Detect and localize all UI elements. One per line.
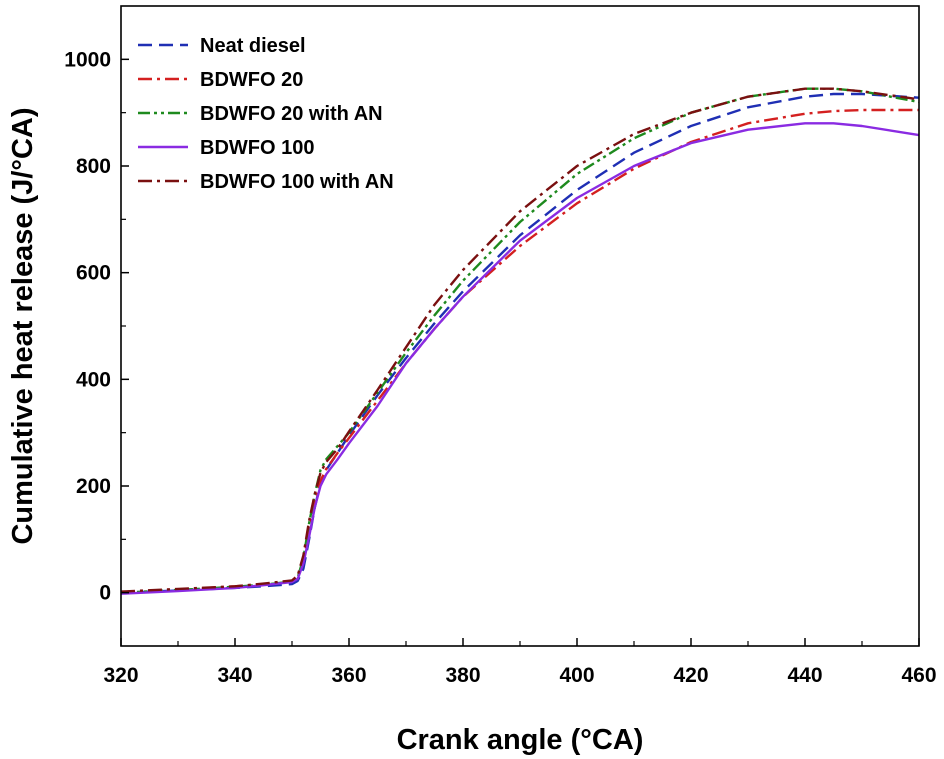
- y-axis-title: Cumulative heat release (J/°CA): [7, 107, 39, 544]
- x-tick-label: 420: [673, 664, 708, 687]
- y-tick-label: 0: [99, 582, 111, 605]
- plot-frame: [120, 5, 920, 647]
- y-tick-label: 400: [76, 368, 111, 391]
- y-tick-label: 600: [76, 262, 111, 285]
- legend-label-5: BDWFO 100 with AN: [200, 171, 394, 193]
- x-tick-label: 340: [217, 664, 252, 687]
- y-tick-label: 800: [76, 155, 111, 178]
- x-tick-label: 400: [559, 664, 594, 687]
- series-line-1: [120, 92, 920, 594]
- series-line-3: [120, 87, 920, 594]
- x-tick-label: 360: [331, 664, 366, 687]
- legend-label-4: BDWFO 100: [200, 137, 314, 159]
- legend-label-1: Neat diesel: [200, 35, 306, 57]
- x-tick-label: 320: [103, 664, 138, 687]
- x-tick-label: 460: [901, 664, 936, 687]
- x-tick-label: 380: [445, 664, 480, 687]
- legend: Neat diesel BDWFO 20 BDWFO 20 with AN BDWFO…: [138, 35, 394, 193]
- y-tick-label: 200: [76, 475, 111, 498]
- plot-area: [120, 87, 920, 595]
- x-axis-title: Crank angle (°CA): [397, 724, 644, 756]
- y-tick-label: 1000: [64, 48, 111, 71]
- axes: 320 340 360 380 400 420 440 460 0 200 400 600 800 100…: [64, 5, 937, 687]
- x-tick-label: 440: [787, 664, 822, 687]
- legend-label-2: BDWFO 20: [200, 69, 303, 91]
- series-line-5: [120, 87, 920, 593]
- legend-label-3: BDWFO 20 with AN: [200, 103, 383, 125]
- series-line-4: [120, 122, 920, 595]
